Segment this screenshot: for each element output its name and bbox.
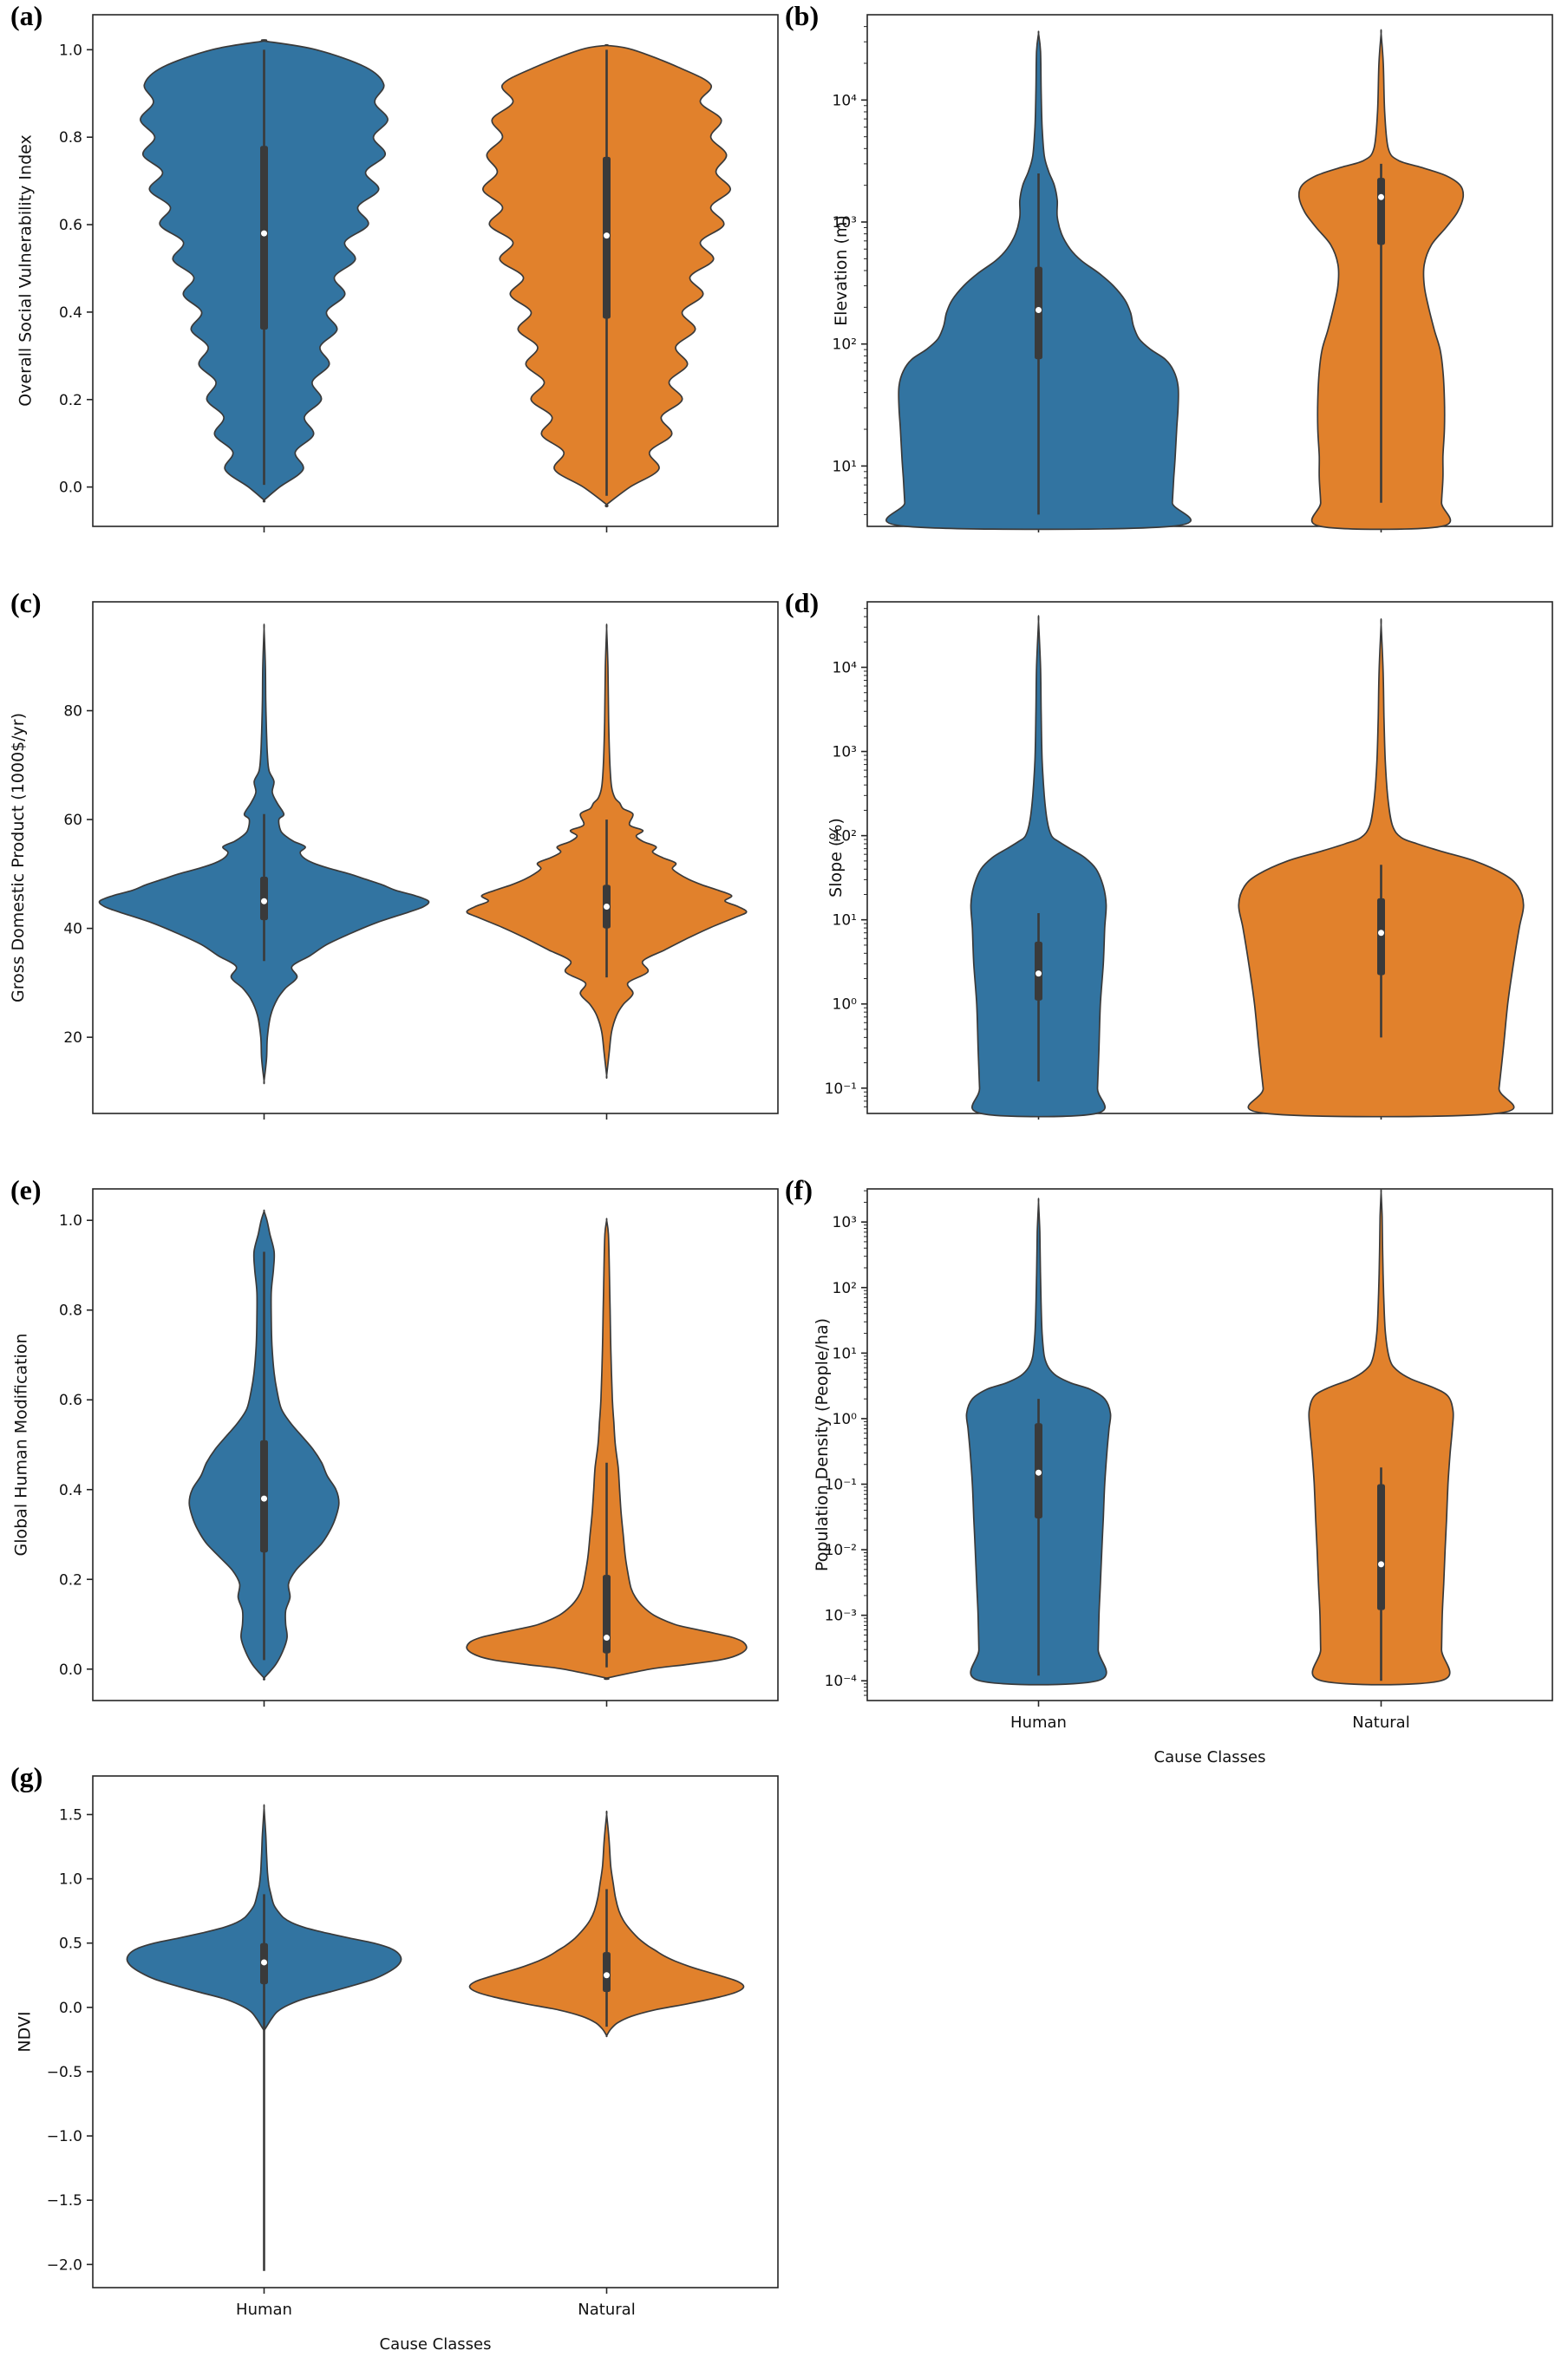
y-tick-label: 0.4 (59, 304, 82, 322)
y-tick-label: 10¹ (833, 1345, 857, 1362)
y-tick-label: 60 (63, 812, 82, 829)
y-tick-label: 10³ (833, 214, 857, 232)
plot-area-g: −2.0 −1.5 −1.0 −0.5 0.0 0.5 1.0 1.5 Human Natural (47, 1775, 779, 2319)
y-tick-label: 0.0 (59, 2000, 82, 2017)
plot-area-b: 10¹ 10² 10³ 10⁴ (833, 14, 1553, 532)
y-tick-label: 0.2 (59, 392, 82, 409)
median-dot-natural (604, 1972, 610, 1979)
y-tick-label: 10⁻² (825, 1542, 857, 1559)
panel-a: (a) Overall Social Vulnerability Index 0… (0, 0, 794, 607)
panel-label-b: (b) (785, 0, 820, 31)
iqr-box-natural (1377, 898, 1385, 976)
panel-label-e: (e) (10, 1174, 42, 1205)
y-tick-label: 10⁻⁴ (825, 1673, 858, 1690)
y-tick-label: 10⁻¹ (825, 1081, 857, 1098)
x-tick-label: Natural (578, 2301, 635, 2319)
y-tick-label: 0.8 (59, 129, 82, 147)
panel-g: (g) NDVI −2.0 −1.5 −1.0 −0.5 0.0 0.5 1.0 1.5 Hum… (0, 1761, 794, 2368)
panel-d: (d) Slope (%) 10⁻¹ 10⁰ 10¹ 10² 10³ 10⁴ (774, 587, 1568, 1194)
violin-natural (1308, 1189, 1454, 1686)
panel-c: (c) Gross Domestic Product (1000$/yr) 20… (0, 587, 794, 1194)
y-tick-label: −0.5 (47, 2064, 82, 2081)
y-tick-label: 10¹ (833, 912, 857, 930)
panel-b: (b) Elevation (m) 10¹ 10² 10³ 10⁴ (774, 0, 1568, 607)
panel-label-c: (c) (10, 587, 42, 618)
y-tick-label: 0.6 (59, 1392, 82, 1409)
y-tick-label: 10⁰ (833, 996, 858, 1014)
median-dot-human (1036, 970, 1042, 977)
median-dot-human (261, 230, 267, 237)
plot-box (92, 601, 779, 1114)
panel-label-d: (d) (785, 587, 820, 618)
median-dot-natural (1378, 193, 1384, 200)
panel-f: (f) Population Density (People/ha) 10⁻⁴ 1… (774, 1174, 1568, 1781)
x-tick-label: Natural (1352, 1714, 1409, 1732)
y-tick-label: 0.2 (59, 1571, 82, 1589)
iqr-box-natural (1377, 1484, 1385, 1610)
y-tick-label: 0.4 (59, 1482, 82, 1499)
plot-area-f: 10⁻⁴ 10⁻³ 10⁻² 10⁻¹ 10⁰ 10¹ 10² 10³ Human Natural (825, 1188, 1553, 1732)
y-tick-label: 0.6 (59, 217, 82, 234)
x-tick-label: Human (1010, 1714, 1067, 1732)
y-tick-label: 0.0 (59, 1662, 82, 1679)
y-tick-label: 10² (833, 1280, 857, 1297)
median-dot-human (1036, 306, 1042, 313)
y-tick-label: 10⁰ (833, 1411, 858, 1428)
y-tick-label: 1.0 (59, 42, 82, 59)
iqr-box-natural (603, 1952, 611, 1993)
y-tick-label: 10³ (833, 744, 857, 761)
plot-area-d: 10⁻¹ 10⁰ 10¹ 10² 10³ 10⁴ (825, 601, 1553, 1120)
y-tick-label: 80 (63, 703, 82, 721)
y-tick-label: 0.5 (59, 1936, 82, 1953)
y-tick-label: 40 (63, 921, 82, 938)
y-tick-label: 10⁻³ (825, 1608, 857, 1625)
y-tick-label: −2.0 (47, 2256, 82, 2274)
y-tick-label: 0.8 (59, 1303, 82, 1320)
plot-box (92, 1775, 779, 2288)
panel-label-g: (g) (10, 1761, 43, 1792)
y-tick-label: −1.5 (47, 2192, 82, 2210)
y-tick-label: 10³ (833, 1214, 857, 1231)
median-dot-natural (604, 232, 610, 239)
iqr-box-natural (603, 1575, 611, 1654)
plot-area-a: 0.0 0.2 0.4 0.6 0.8 1.0 (59, 14, 779, 532)
median-dot-natural (1378, 930, 1384, 937)
x-axis-label: Cause Classes (1153, 1748, 1266, 1766)
y-tick-label: 10⁴ (833, 92, 858, 109)
panel-e: (e) Global Human Modification 0.0 0.2 0.4 0… (0, 1174, 794, 1781)
y-tick-label: 1.5 (59, 1806, 82, 1824)
median-dot-natural (604, 1635, 610, 1642)
y-tick-label: 20 (63, 1029, 82, 1047)
y-tick-label: 0.0 (59, 480, 82, 497)
y-tick-label: −1.0 (47, 2128, 82, 2145)
iqr-box-natural (1377, 178, 1385, 245)
plot-area-e: 0.0 0.2 0.4 0.6 0.8 1.0 (59, 1188, 779, 1707)
median-dot-natural (604, 903, 610, 910)
y-tick-label: 10¹ (833, 458, 857, 475)
y-tick-label: 10⁴ (833, 660, 858, 677)
plot-area-c: 20 40 60 80 (63, 601, 779, 1120)
panel-label-a: (a) (10, 0, 43, 31)
violin-human (970, 615, 1107, 1118)
y-tick-label: 1.0 (59, 1212, 82, 1230)
panel-label-f: (f) (785, 1174, 813, 1205)
median-dot-human (261, 1959, 267, 1966)
median-dot-human (261, 898, 267, 904)
median-dot-human (1036, 1469, 1042, 1476)
plot-box (92, 1188, 779, 1701)
y-tick-label: 1.0 (59, 1871, 82, 1889)
x-tick-label: Human (236, 2301, 292, 2319)
y-tick-label: 10⁻¹ (825, 1477, 857, 1494)
iqr-box-human (260, 146, 268, 330)
median-dot-natural (1378, 1561, 1384, 1568)
median-dot-human (261, 1495, 267, 1502)
y-tick-label: 10² (833, 336, 857, 354)
x-axis-label: Cause Classes (379, 2335, 492, 2354)
violin-natural (466, 1218, 748, 1681)
y-tick-label: 10² (833, 828, 857, 845)
